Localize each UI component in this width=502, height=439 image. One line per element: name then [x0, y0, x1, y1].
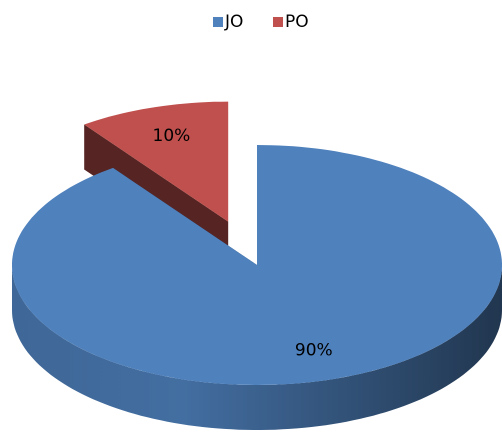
data-label: 10% — [153, 126, 191, 146]
legend-swatch — [213, 17, 223, 27]
slice-top — [12, 145, 502, 385]
data-label: 90% — [295, 341, 333, 361]
legend-label: PO — [285, 12, 309, 32]
legend-swatch — [273, 17, 283, 27]
legend-label: JO — [224, 12, 243, 32]
slice-outer-wall — [12, 265, 502, 430]
slice-top — [84, 101, 229, 222]
slice — [12, 145, 502, 430]
